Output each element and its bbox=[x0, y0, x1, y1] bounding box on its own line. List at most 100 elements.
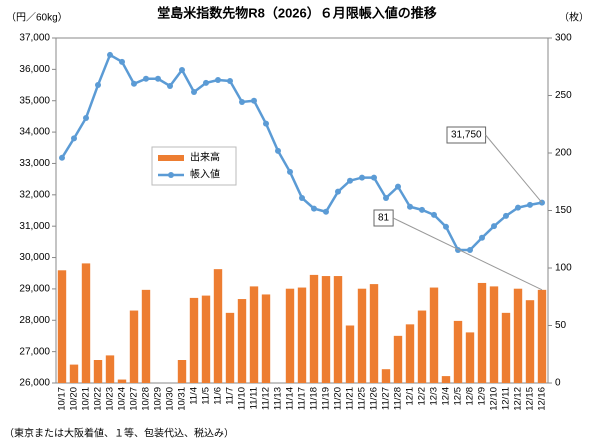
x-tick-label: 10/20 bbox=[69, 387, 80, 411]
x-tick-label: 11/26 bbox=[369, 387, 380, 410]
y2-tick-label: 200 bbox=[555, 148, 572, 159]
line-marker bbox=[395, 183, 401, 190]
annotation-leader bbox=[485, 134, 543, 203]
bar bbox=[477, 282, 487, 383]
bar bbox=[513, 288, 523, 383]
bar bbox=[525, 300, 535, 383]
bar bbox=[369, 284, 379, 383]
x-tick-label: 10/30 bbox=[165, 387, 176, 411]
line-marker bbox=[479, 234, 485, 241]
line-marker bbox=[131, 80, 137, 87]
y2-tick-label: 100 bbox=[555, 263, 572, 274]
y-tick-label: 34,000 bbox=[19, 127, 50, 138]
x-tick-label: 10/31 bbox=[177, 387, 188, 411]
line-marker bbox=[95, 82, 101, 89]
line-marker bbox=[491, 223, 497, 230]
bar bbox=[69, 364, 79, 383]
bar bbox=[441, 376, 451, 383]
legend-box bbox=[151, 146, 237, 186]
x-tick-label: 10/17 bbox=[57, 387, 68, 411]
x-tick-label: 12/8 bbox=[465, 387, 476, 406]
line-marker bbox=[431, 211, 437, 218]
x-tick-label: 11/28 bbox=[393, 387, 404, 410]
bar bbox=[489, 286, 499, 383]
bar bbox=[189, 297, 199, 383]
line-marker bbox=[407, 203, 413, 210]
x-tick-label: 12/16 bbox=[537, 387, 548, 411]
bar bbox=[93, 360, 103, 383]
y2-tick-label: 50 bbox=[555, 320, 567, 331]
x-tick-label: 11/20 bbox=[333, 387, 344, 410]
footnote: （東京または大阪着値、１等、包装代込、税込み） bbox=[4, 427, 234, 440]
x-tick-label: 11/17 bbox=[297, 387, 308, 410]
bar bbox=[501, 312, 511, 383]
bar bbox=[105, 355, 115, 383]
line-marker bbox=[251, 97, 257, 104]
legend-swatch-marker bbox=[168, 172, 174, 178]
x-tick-label: 11/5 bbox=[201, 387, 212, 405]
bar bbox=[225, 312, 235, 383]
line-marker bbox=[527, 201, 533, 208]
x-tick-label: 12/9 bbox=[477, 387, 488, 406]
line-marker bbox=[335, 188, 341, 195]
bar bbox=[249, 286, 259, 383]
annotation: 31,750 bbox=[446, 126, 543, 203]
y2-tick-label: 300 bbox=[555, 33, 572, 44]
bar bbox=[141, 289, 151, 383]
x-tick-label: 12/5 bbox=[453, 387, 464, 406]
x-tick-label: 10/24 bbox=[117, 387, 128, 411]
bar bbox=[381, 369, 391, 383]
x-tick-label: 12/10 bbox=[489, 387, 500, 411]
y-tick-label: 30,000 bbox=[19, 252, 50, 263]
line-marker bbox=[311, 205, 317, 212]
line-marker bbox=[59, 154, 65, 161]
y2-axis-label: （枚） bbox=[559, 11, 589, 24]
x-tick-label: 12/4 bbox=[441, 387, 452, 406]
x-tick-label: 11/6 bbox=[213, 387, 224, 405]
y-tick-label: 29,000 bbox=[19, 284, 50, 295]
bar bbox=[417, 310, 427, 383]
line-marker bbox=[287, 168, 293, 175]
x-tick-label: 12/3 bbox=[429, 387, 440, 406]
line-marker bbox=[383, 194, 389, 201]
bar bbox=[129, 310, 139, 383]
x-tick-label: 11/19 bbox=[321, 387, 332, 410]
bar bbox=[345, 325, 355, 383]
line-marker bbox=[515, 204, 521, 211]
line-marker bbox=[215, 77, 221, 84]
legend-label: 帳入値 bbox=[190, 168, 220, 181]
x-tick-label: 12/12 bbox=[513, 387, 524, 411]
x-tick-label: 11/4 bbox=[189, 387, 200, 405]
y-tick-label: 31,000 bbox=[19, 221, 50, 232]
x-tick-label: 10/22 bbox=[93, 387, 104, 411]
bar bbox=[429, 287, 439, 383]
bar bbox=[321, 276, 331, 383]
y-tick-label: 32,000 bbox=[19, 189, 50, 200]
x-tick-label: 10/28 bbox=[141, 387, 152, 411]
annotation-leader bbox=[392, 217, 543, 291]
line-marker bbox=[503, 212, 509, 219]
line-marker bbox=[179, 66, 185, 73]
x-tick-label: 11/27 bbox=[381, 387, 392, 410]
bar bbox=[297, 287, 307, 383]
line-marker bbox=[191, 88, 197, 95]
bar bbox=[81, 263, 91, 383]
line-marker bbox=[359, 174, 365, 181]
line-marker bbox=[239, 98, 245, 105]
x-tick-label: 11/13 bbox=[273, 387, 284, 410]
x-tick-label: 10/29 bbox=[153, 387, 164, 411]
y-tick-label: 27,000 bbox=[19, 346, 50, 357]
line-marker bbox=[119, 58, 125, 65]
x-tick-label: 12/15 bbox=[525, 387, 536, 411]
y-tick-label: 33,000 bbox=[19, 158, 50, 169]
y-tick-label: 26,000 bbox=[19, 378, 50, 389]
annotation-text: 81 bbox=[378, 213, 390, 224]
x-tick-label: 12/2 bbox=[417, 387, 428, 406]
bar bbox=[177, 360, 187, 383]
y2-tick-label: 250 bbox=[555, 90, 572, 101]
y2-tick-label: 0 bbox=[555, 378, 561, 389]
x-tick-label: 11/10 bbox=[237, 387, 248, 410]
y2-tick-label: 150 bbox=[555, 205, 572, 216]
legend-label: 出来高 bbox=[190, 151, 220, 164]
